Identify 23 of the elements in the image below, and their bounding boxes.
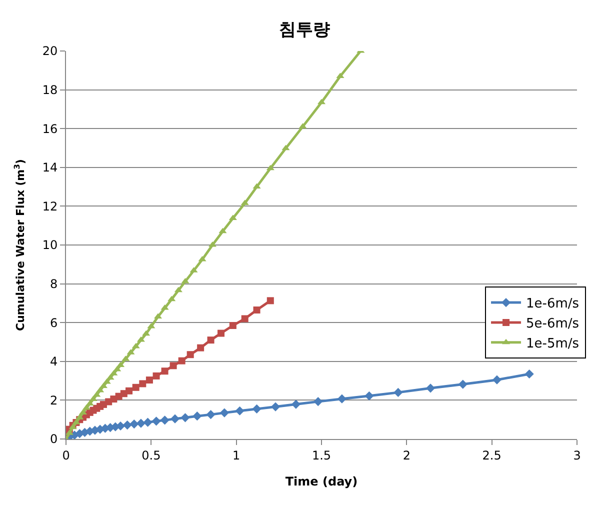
- y-tick-label: 10: [42, 238, 58, 252]
- x-tick-label: 3: [573, 448, 581, 462]
- y-tick-label: 8: [50, 277, 58, 291]
- y-tick-label: 0: [50, 432, 58, 446]
- legend-label: 1e-5m/s: [526, 336, 580, 352]
- y-tick-label: 12: [42, 199, 58, 214]
- x-tick-label: 0.5: [142, 448, 161, 462]
- y-tick-label: 18: [42, 83, 58, 97]
- chart-title: 침투량: [279, 20, 330, 40]
- legend-label: 1e-6m/s: [526, 296, 580, 312]
- y-tick-label: 14: [42, 160, 58, 175]
- x-axis-title: Time (day): [285, 474, 358, 488]
- y-tick-label: 20: [42, 44, 58, 58]
- y-tick-label: 4: [50, 354, 58, 369]
- y-tick-label: 6: [50, 316, 58, 330]
- x-tick-label: 1.5: [312, 448, 332, 462]
- x-tick-label: 2.5: [482, 448, 502, 462]
- y-tick-label: 2: [50, 393, 58, 408]
- x-tick-label: 1: [232, 448, 240, 462]
- legend-label: 5e-6m/s: [526, 316, 580, 332]
- y-tick-label: 16: [42, 122, 58, 136]
- x-tick-label: 2: [402, 448, 410, 462]
- x-tick-label: 0: [62, 448, 70, 462]
